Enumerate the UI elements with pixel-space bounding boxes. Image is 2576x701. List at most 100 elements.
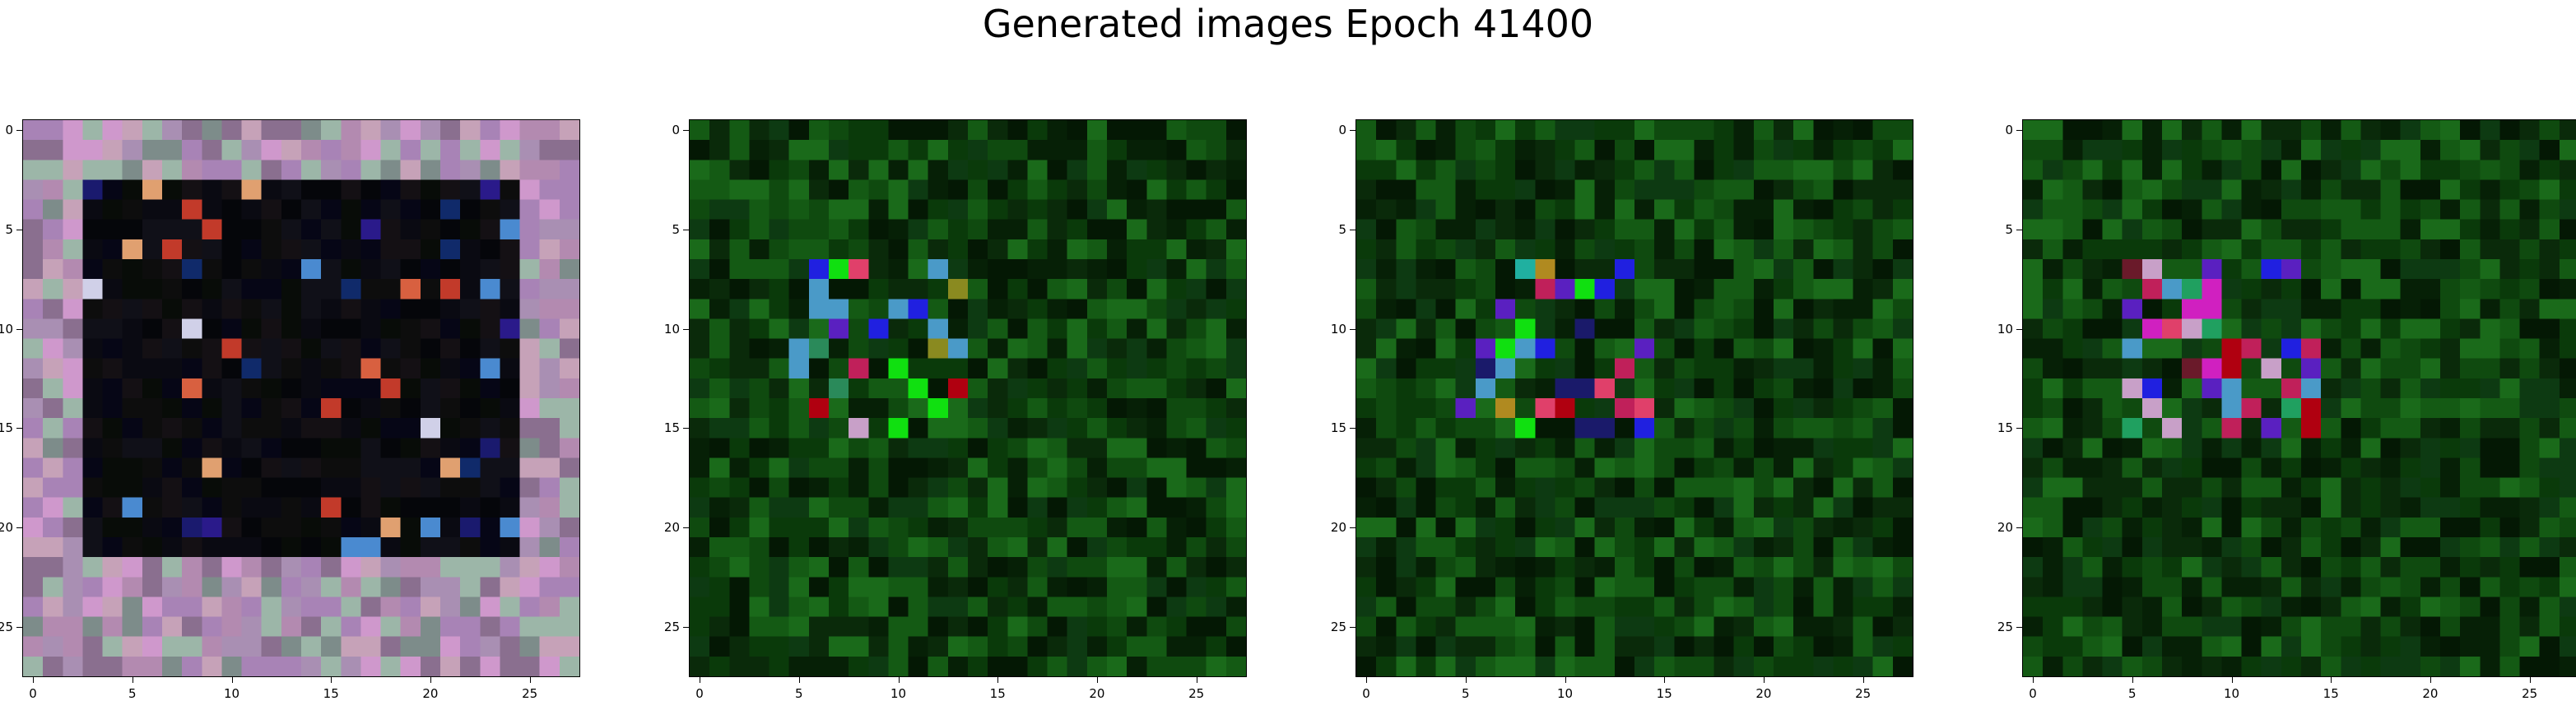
pixel-cell — [1455, 418, 1476, 439]
pixel-cell — [1753, 120, 1774, 141]
pixel-cell — [1107, 418, 1128, 439]
pixel-cell — [968, 398, 988, 419]
pixel-cell — [281, 497, 302, 518]
pixel-cell — [261, 239, 282, 260]
pixel-cell — [539, 457, 560, 479]
pixel-cell — [162, 537, 183, 558]
pixel-cell — [2559, 338, 2576, 360]
pixel-cell — [1813, 140, 1834, 160]
pixel-cell — [2102, 577, 2123, 598]
pixel-cell — [23, 179, 44, 201]
pixel-cell — [500, 239, 521, 260]
pixel-cell — [221, 140, 243, 160]
pixel-cell — [729, 517, 751, 538]
pixel-cell — [2341, 378, 2362, 399]
pixel-cell — [2519, 597, 2541, 618]
pixel-cell — [321, 477, 342, 499]
pixel-cell — [2122, 457, 2143, 479]
pixel-cell — [1225, 457, 1246, 479]
pixel-cell — [1833, 517, 1854, 538]
pixel-cell — [829, 120, 849, 141]
pixel-cell — [1495, 557, 1516, 578]
pixel-cell — [1186, 636, 1207, 657]
y-tick-label: 0 — [2005, 123, 2013, 138]
pixel-cell — [221, 318, 243, 340]
pixel-cell — [2420, 299, 2441, 320]
pixel-cell — [1107, 338, 1128, 360]
pixel-cell — [241, 279, 263, 299]
pixel-cell — [1774, 140, 1794, 160]
pixel-cell — [947, 279, 969, 299]
pixel-cell — [908, 616, 929, 638]
pixel-cell — [301, 378, 322, 399]
pixel-cell — [301, 477, 322, 499]
pixel-cell — [2221, 517, 2243, 538]
pixel-cell — [2559, 358, 2576, 379]
pixel-cell — [2360, 259, 2382, 280]
pixel-cell — [1435, 259, 1457, 280]
pixel-cell — [440, 239, 461, 260]
pixel-cell — [1107, 179, 1128, 201]
pixel-cell — [729, 537, 751, 558]
pixel-cell — [63, 636, 84, 657]
pixel-cell — [988, 636, 1008, 657]
pixel-cell — [380, 378, 402, 399]
pixel-cell — [928, 457, 949, 479]
pixel-cell — [829, 398, 849, 419]
pixel-cell — [559, 120, 579, 141]
pixel-cell — [749, 259, 770, 280]
y-tick-label: 0 — [672, 123, 680, 138]
pixel-cell — [1892, 338, 1913, 360]
pixel-cell — [2559, 299, 2576, 320]
pixel-cell — [2380, 537, 2402, 558]
pixel-cell — [2162, 656, 2183, 676]
pixel-cell — [1027, 497, 1049, 518]
pixel-cell — [2023, 457, 2044, 479]
pixel-cell — [102, 616, 123, 638]
pixel-cell — [968, 517, 988, 538]
pixel-cell — [1007, 517, 1029, 538]
pixel-cell — [1694, 438, 1715, 459]
pixel-cell — [1107, 497, 1128, 518]
x-tick-mark — [2430, 676, 2431, 683]
pixel-cell — [2202, 438, 2223, 459]
pixel-cell — [2122, 656, 2143, 676]
pixel-cell — [1027, 457, 1049, 479]
pixel-cell — [2420, 179, 2441, 201]
pixel-cell — [829, 517, 849, 538]
pixel-cell — [2141, 219, 2163, 240]
pixel-cell — [1127, 438, 1147, 459]
pixel-cell — [729, 398, 751, 419]
pixel-cell — [202, 497, 223, 518]
pixel-cell — [1067, 120, 1088, 141]
pixel-cell — [241, 239, 263, 260]
pixel-cell — [1127, 219, 1147, 240]
pixel-cell — [2261, 358, 2282, 379]
pixel-cell — [2162, 358, 2183, 379]
pixel-cell — [1186, 517, 1207, 538]
pixel-cell — [2062, 497, 2084, 518]
pixel-cell — [2062, 120, 2084, 141]
pixel-cell — [769, 477, 790, 499]
pixel-cell — [321, 418, 342, 439]
pixel-cell — [2400, 338, 2421, 360]
y-tick-label: 10 — [0, 321, 13, 337]
pixel-cell — [202, 378, 223, 399]
pixel-cell — [1475, 517, 1496, 538]
pixel-cell — [1067, 497, 1088, 518]
pixel-cell — [539, 279, 560, 299]
pixel-cell — [2380, 338, 2402, 360]
pixel-cell — [2499, 378, 2521, 399]
pixel-cell — [2141, 338, 2163, 360]
pixel-cell — [1574, 318, 1596, 340]
pixel-cell — [1007, 160, 1029, 181]
pixel-cell — [182, 418, 202, 439]
pixel-cell — [2420, 616, 2441, 638]
pixel-cell — [1455, 259, 1476, 280]
pixel-cell — [2341, 438, 2362, 459]
pixel-cell — [1107, 557, 1128, 578]
pixel-cell — [1853, 338, 1874, 360]
pixel-cell — [519, 239, 541, 260]
pixel-cell — [2202, 318, 2223, 340]
pixel-cell — [788, 219, 810, 240]
